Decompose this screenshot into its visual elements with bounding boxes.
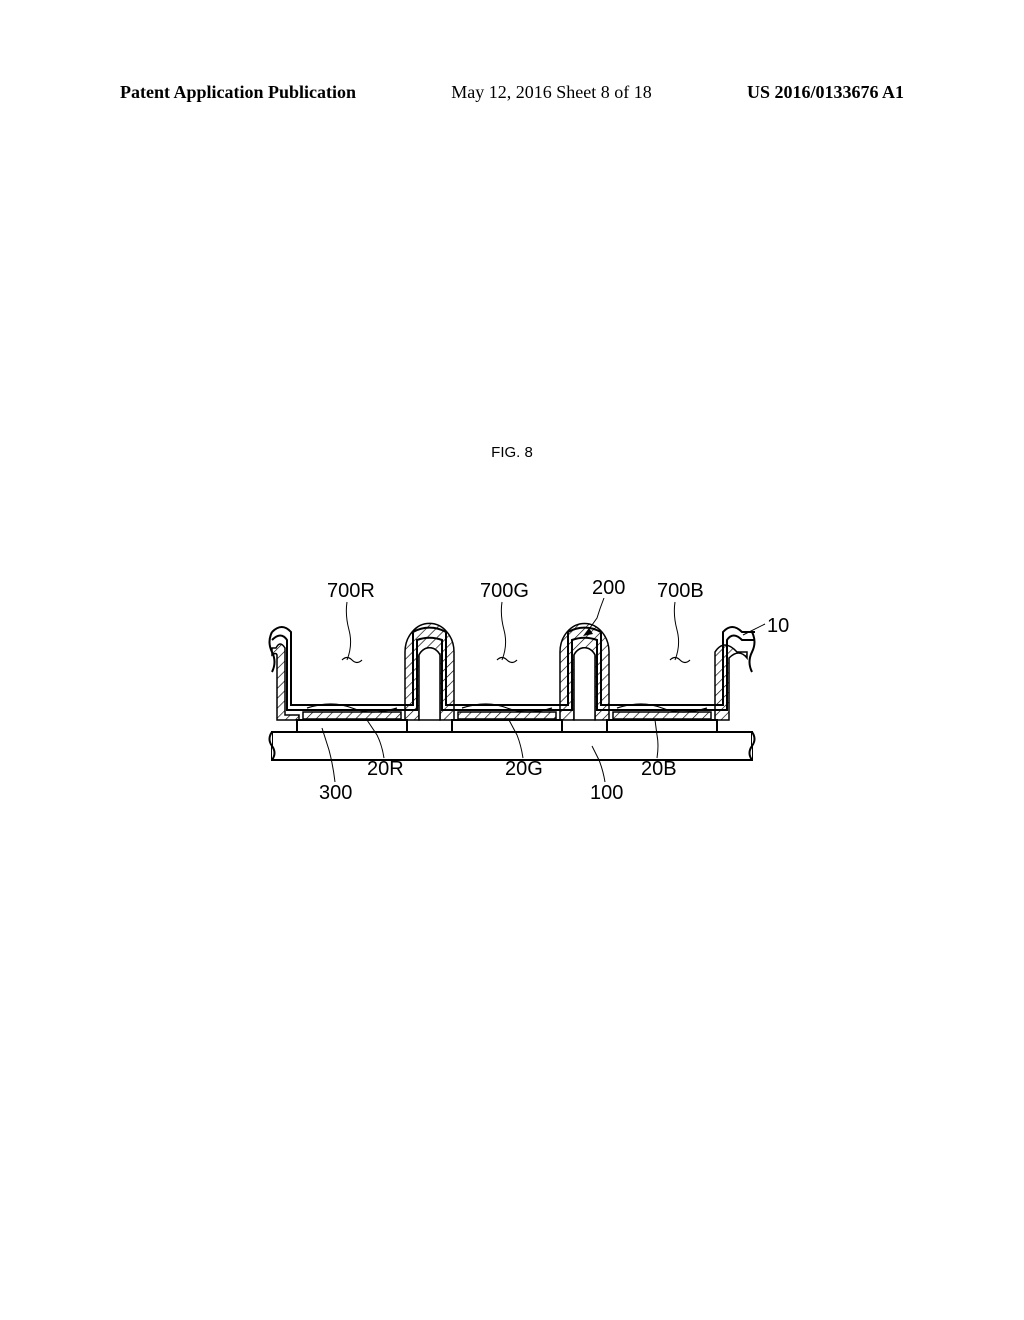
label-20B: 20B xyxy=(641,758,677,781)
label-200: 200 xyxy=(592,577,625,600)
label-20G: 20G xyxy=(505,758,543,781)
label-700G: 700G xyxy=(480,580,529,603)
figure-label: FIG. 8 xyxy=(491,444,533,461)
label-700B: 700B xyxy=(657,580,704,603)
header-mid: May 12, 2016 Sheet 8 of 18 xyxy=(451,82,651,103)
label-20R: 20R xyxy=(367,758,404,781)
label-10: 10 xyxy=(767,615,789,638)
label-700R: 700R xyxy=(327,580,375,603)
label-300: 300 xyxy=(319,782,352,805)
header-right: US 2016/0133676 A1 xyxy=(747,82,904,103)
figure-container: 700R 700G 200 700B 10 20R 20G 20B 300 10… xyxy=(227,560,797,810)
header-left: Patent Application Publication xyxy=(120,82,356,103)
label-100: 100 xyxy=(590,782,623,805)
